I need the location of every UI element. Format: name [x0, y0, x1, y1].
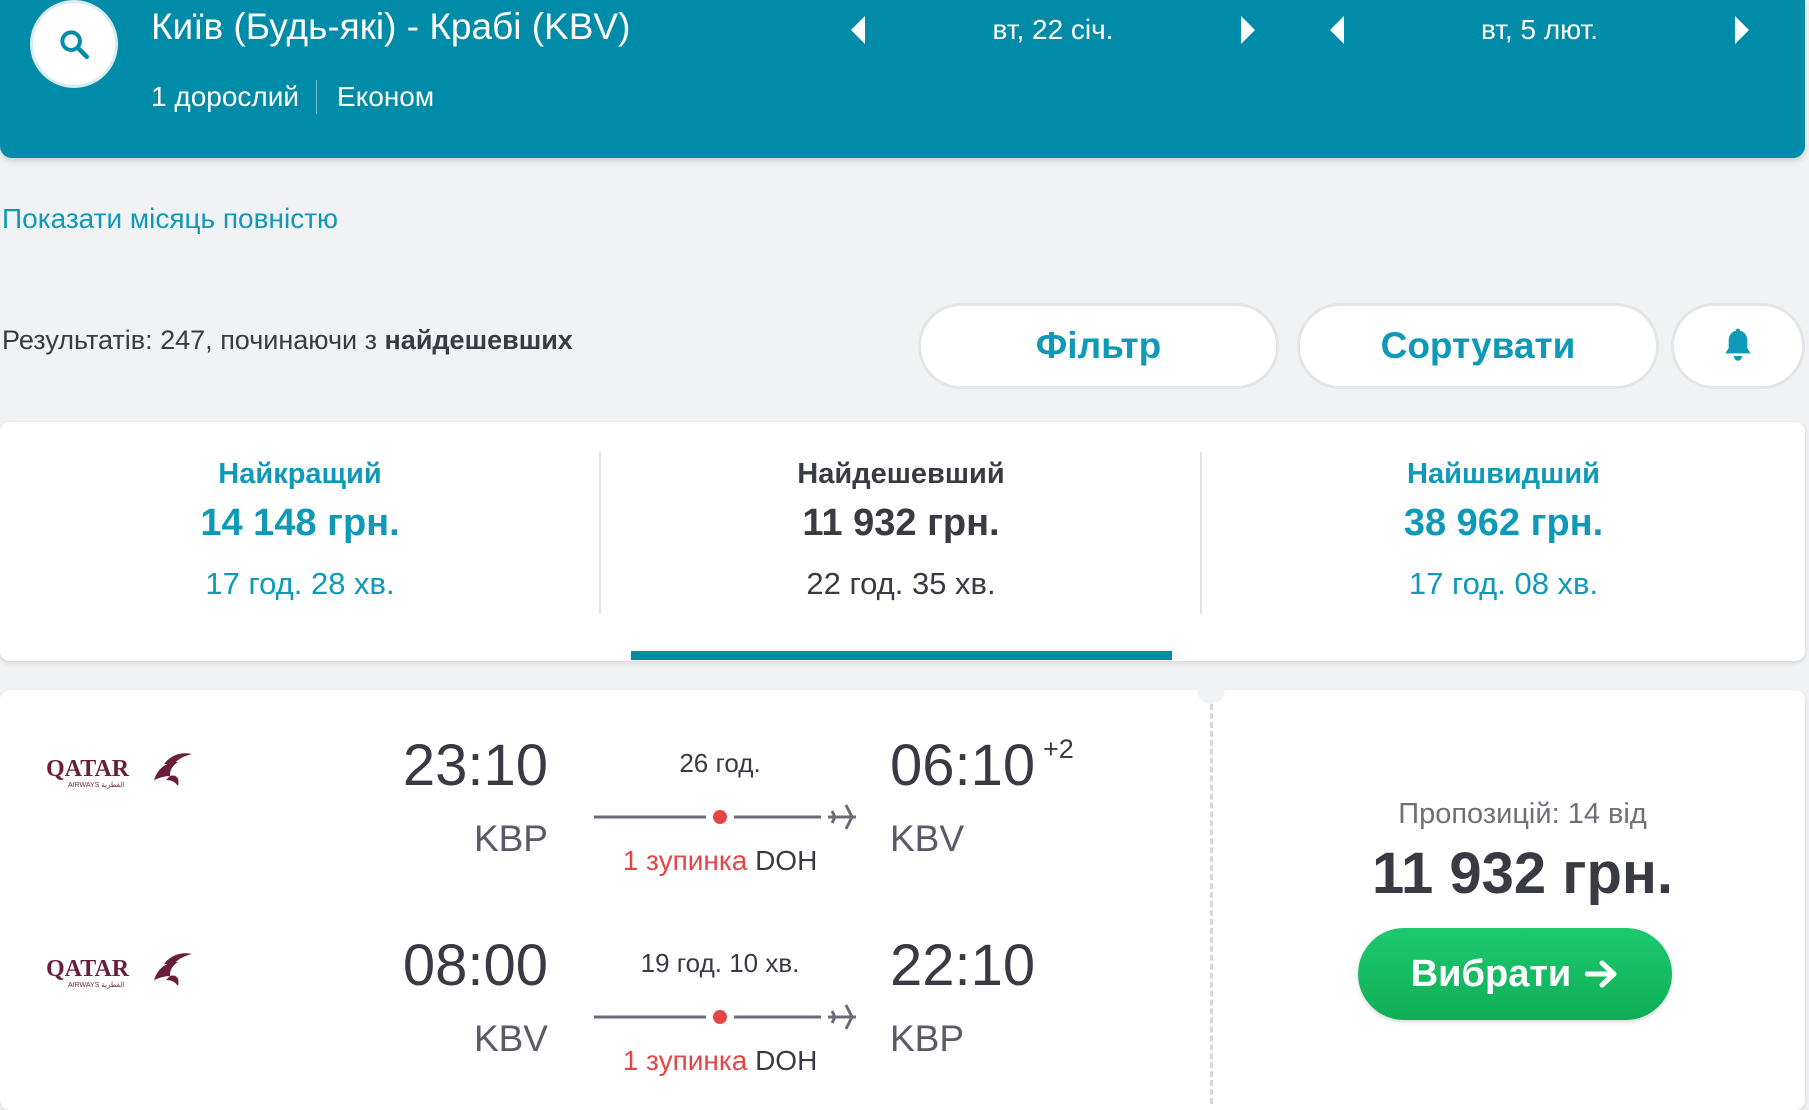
route-title[interactable]: Київ (Будь-які) - Крабі (KBV): [151, 6, 631, 47]
divider: [599, 452, 601, 614]
search-header: Київ (Будь-які) - Крабі (KBV) 1 дорослий…: [0, 0, 1805, 158]
plane-icon: [828, 804, 856, 830]
departure-airport: KBV: [473, 1018, 548, 1059]
chevron-left-icon: [851, 16, 865, 44]
stop-airport: DOH: [755, 845, 818, 876]
stops-info: 1 зупинка DOH: [595, 1045, 845, 1077]
tab-title: Найдешевший: [797, 458, 1005, 490]
tab-title: Найкращий: [218, 458, 382, 490]
tab-price: 38 962 грн.: [1403, 502, 1604, 544]
route-line: [594, 804, 856, 830]
tab-cheapest[interactable]: Найдешевший 11 932 грн. 22 год. 35 хв.: [601, 422, 1201, 661]
qatar-airways-logo: QATAR AIRWAYS القطرية: [46, 753, 192, 789]
tab-duration: 17 год. 08 хв.: [1408, 566, 1599, 601]
ticket-divider: [1210, 704, 1213, 1104]
passengers-label: 1 дорослий: [151, 81, 300, 112]
active-tab-indicator: [631, 651, 1172, 660]
tab-duration: 17 год. 28 хв.: [205, 566, 395, 601]
outbound-leg: QATAR AIRWAYS القطرية 23:10 KBP 26 год. …: [0, 690, 1190, 876]
tab-fastest[interactable]: Найшвидший 38 962 грн. 17 год. 08 хв.: [1202, 422, 1805, 661]
ticket-notch: [1197, 676, 1225, 704]
show-full-month-link[interactable]: Показати місяць повністю: [2, 203, 339, 234]
chevron-left-icon: [1330, 16, 1344, 44]
departure-time: 23:10: [402, 733, 548, 798]
tab-price: 14 148 грн.: [200, 502, 400, 544]
offers-count: Пропозицій: 14 від: [1398, 798, 1647, 830]
depart-date-nav: вт, 22 січ.: [843, 10, 1263, 50]
airline-subname: AIRWAYS القطرية: [68, 781, 124, 789]
passenger-summary[interactable]: 1 дорослий Економ: [151, 80, 434, 114]
flight-duration: 19 год. 10 хв.: [640, 948, 800, 978]
return-leg: QATAR AIRWAYS القطرية 08:00 KBV 19 год. …: [0, 890, 1190, 1076]
tab-best[interactable]: Найкращий 14 148 грн. 17 год. 28 хв.: [0, 422, 600, 661]
airline-name: QATAR: [46, 956, 130, 982]
ticket-price: 11 932 грн.: [1371, 841, 1674, 906]
departure-airport: KBP: [473, 818, 548, 859]
divider: [316, 80, 318, 114]
stops-info: 1 зупинка DOH: [595, 845, 845, 877]
airline-subname: AIRWAYS القطرية: [68, 981, 124, 989]
sort-tabs-card: Найкращий 14 148 грн. 17 год. 28 хв. Най…: [0, 422, 1805, 661]
arrival-time: 22:10: [890, 933, 1036, 998]
search-icon: [60, 30, 90, 60]
arrival-airport: KBP: [890, 1018, 965, 1059]
return-date[interactable]: вт, 5 лют.: [1480, 14, 1599, 45]
tab-duration: 22 год. 35 хв.: [806, 566, 996, 601]
flight-duration: 26 год.: [679, 748, 761, 778]
depart-next-button[interactable]: [1233, 10, 1263, 50]
arrow-right-icon: [1585, 959, 1619, 989]
airline-name: QATAR: [46, 756, 130, 782]
price-alert-button[interactable]: [1671, 303, 1805, 389]
return-prev-button[interactable]: [1322, 10, 1352, 50]
stops-count: 1 зупинка: [622, 1045, 748, 1076]
bell-icon: [1725, 328, 1751, 361]
stops-count: 1 зупинка: [622, 845, 748, 876]
results-sort-order: найдешевших: [384, 325, 573, 355]
plane-icon: [828, 1004, 856, 1030]
depart-date[interactable]: вт, 22 січ.: [992, 14, 1114, 45]
departure-time: 08:00: [402, 933, 548, 998]
return-date-nav: вт, 5 лют.: [1322, 10, 1757, 50]
return-next-button[interactable]: [1727, 10, 1757, 50]
tab-price: 11 932 грн.: [802, 502, 1000, 544]
sort-button[interactable]: Сортувати: [1297, 303, 1659, 389]
qatar-airways-logo: QATAR AIRWAYS القطرية: [46, 953, 192, 989]
cabin-class-label: Економ: [337, 81, 435, 112]
depart-prev-button[interactable]: [843, 10, 873, 50]
qatar-oryx-icon: [154, 753, 192, 786]
stop-airport: DOH: [755, 1045, 818, 1076]
filter-button[interactable]: Фільтр: [918, 303, 1279, 389]
day-offset-badge: +2: [1043, 734, 1074, 764]
results-summary: Результатів: 247, починаючи з найдешевши…: [2, 325, 573, 356]
qatar-oryx-icon: [154, 953, 192, 986]
filter-label: Фільтр: [1035, 325, 1162, 366]
tab-title: Найшвидший: [1407, 458, 1600, 490]
chevron-right-icon: [1735, 16, 1749, 44]
select-label: Вибрати: [1410, 952, 1572, 995]
select-flight-button[interactable]: Вибрати: [1358, 928, 1672, 1020]
arrival-time: 06:10: [890, 733, 1036, 798]
divider: [1200, 452, 1202, 614]
route-line: [594, 1004, 856, 1030]
sort-label: Сортувати: [1380, 325, 1576, 366]
search-button[interactable]: [30, 0, 118, 88]
flight-result-card[interactable]: QATAR AIRWAYS القطرية 23:10 KBP 26 год. …: [0, 676, 1805, 1110]
chevron-right-icon: [1241, 16, 1255, 44]
arrival-airport: KBV: [890, 818, 965, 859]
results-count: Результатів: 247, починаючи з: [2, 325, 385, 355]
